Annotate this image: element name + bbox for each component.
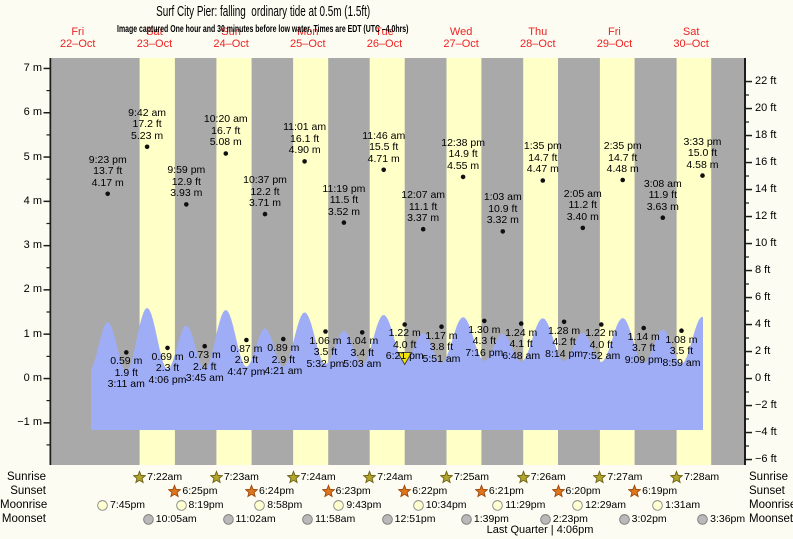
right-axis-minor-tick (746, 175, 749, 177)
low-tide-dot (482, 318, 487, 324)
left-axis-minor-tick (46, 222, 50, 225)
left-axis-minor-tick (46, 178, 50, 180)
moonrise-row-label-right: Moonrise (749, 499, 793, 511)
right-axis-tick (746, 296, 752, 299)
high-tide-dot (144, 144, 150, 150)
high-tide-dot (105, 191, 110, 197)
high-tide-dot (540, 178, 546, 183)
low-tide-dot (518, 321, 524, 326)
high-tide-dot (700, 173, 705, 178)
right-axis-minor-tick (746, 121, 749, 123)
right-axis-minor-tick (746, 283, 749, 285)
high-tide-dot (262, 211, 268, 217)
left-axis-tick (43, 333, 50, 335)
chart-header: Surf City Pier: falling ordinary tide at… (0, 3, 526, 21)
moon-phase-footer: Last Quarter | 4:06pm (486, 524, 594, 536)
left-axis-tick (43, 200, 50, 203)
low-tide-dot (402, 322, 408, 327)
right-axis-tick (746, 377, 752, 380)
left-axis-minor-tick (46, 311, 50, 313)
right-axis-line (744, 58, 746, 465)
sunset-row-label-right: Sunset (749, 485, 785, 497)
left-axis-minor-tick (46, 444, 50, 446)
moonrise-row-label-left: Moonrise (0, 499, 48, 511)
left-axis-minor-tick (46, 90, 50, 92)
low-tide-dot (561, 319, 567, 325)
high-tide-dot (223, 151, 229, 156)
right-axis-minor-tick (746, 229, 749, 231)
high-tide-dot (660, 215, 666, 220)
sunrise-row-label-right: Sunrise (749, 471, 788, 483)
right-axis-tick (746, 134, 752, 137)
moonset-row-label-right: Moonset (749, 513, 793, 525)
right-axis-tick (746, 269, 752, 272)
left-axis-tick (43, 112, 50, 114)
low-tide-dot (359, 330, 365, 335)
low-tide-dot (439, 324, 444, 330)
left-axis-tick (43, 156, 50, 158)
left-axis-minor-tick (46, 267, 50, 269)
right-axis-minor-tick (746, 256, 749, 258)
high-tide-dot (184, 202, 189, 207)
high-tide-dot (460, 174, 466, 180)
chart-subtitle: Image captured One hour and 30 minutes b… (117, 23, 409, 35)
high-tide-dot (420, 226, 426, 232)
sunrise-row-label-left: Sunrise (7, 471, 46, 483)
left-axis-tick (43, 244, 50, 247)
right-axis-minor-tick (746, 337, 749, 339)
low-tide-dot (202, 343, 207, 349)
left-axis-tick (43, 67, 50, 70)
sunset-row-label-left: Sunset (10, 485, 46, 497)
right-axis-tick (746, 107, 752, 110)
high-tide-dot (580, 225, 586, 231)
tide-curve-area (91, 307, 703, 430)
right-axis-minor-tick (746, 148, 749, 150)
right-axis-minor-tick (746, 445, 749, 447)
moonset-row-label-left: Moonset (1, 513, 46, 525)
high-tide-dot (302, 159, 307, 164)
right-axis-minor-tick (746, 391, 749, 393)
right-axis-tick (746, 242, 752, 245)
right-axis-tick (746, 431, 752, 434)
low-tide-dot (124, 350, 129, 355)
right-axis-tick (746, 404, 752, 407)
left-axis-minor-tick (46, 134, 50, 136)
chart-subheader: Image captured One hour and 30 minutes b… (0, 19, 526, 37)
right-axis-tick (746, 188, 752, 191)
right-axis-tick (746, 458, 752, 461)
left-axis-line (49, 58, 52, 465)
low-tide-dot (323, 329, 328, 334)
left-axis-minor-tick (46, 355, 50, 357)
page-title: Surf City Pier: falling ordinary tide at… (155, 3, 371, 20)
left-axis-tick (43, 377, 50, 380)
right-axis-tick (746, 161, 752, 164)
high-tide-dot (500, 229, 506, 234)
left-axis-minor-tick (46, 400, 50, 402)
right-axis-tick (746, 80, 752, 83)
right-axis-minor-tick (746, 418, 749, 420)
right-axis-tick (746, 350, 752, 353)
low-tide-dot (244, 337, 249, 343)
low-tide-dot (281, 336, 286, 342)
high-tide-dot (381, 167, 387, 173)
low-tide-dot (641, 325, 646, 331)
low-tide-dot (165, 345, 170, 351)
right-axis-minor-tick (746, 364, 749, 366)
high-tide-dot (620, 177, 625, 183)
left-axis-tick (43, 422, 50, 424)
current-low-water-marker (396, 352, 413, 366)
right-axis-minor-tick (746, 94, 749, 96)
right-axis-tick (746, 323, 752, 326)
left-axis-tick (43, 289, 50, 291)
right-axis-minor-tick (746, 202, 749, 204)
high-tide-dot (341, 220, 347, 225)
right-axis-minor-tick (746, 310, 749, 312)
right-axis-tick (746, 215, 752, 218)
low-tide-dot (599, 322, 604, 327)
low-tide-dot (679, 328, 684, 334)
